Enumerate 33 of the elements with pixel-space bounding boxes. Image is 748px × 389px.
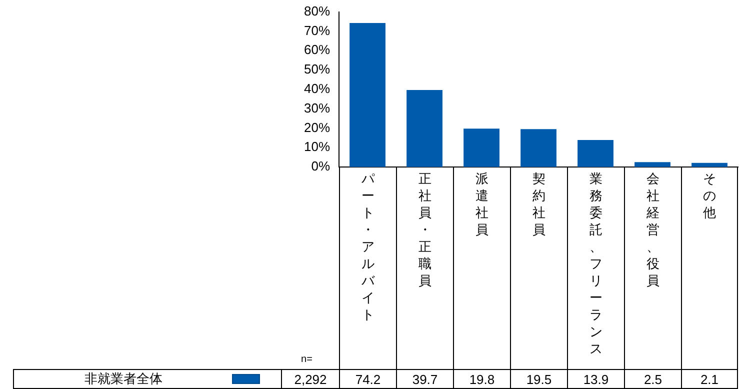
y-tick-label: 40%	[304, 80, 330, 96]
bar	[692, 162, 728, 167]
bar	[406, 90, 442, 167]
data-label: 2.1	[681, 369, 738, 389]
y-tick-label: 70%	[304, 22, 330, 38]
data-label: 74.2	[339, 369, 396, 389]
y-tick-label: 60%	[304, 42, 330, 58]
data-label: 19.5	[510, 369, 567, 389]
y-tick-label: 80%	[304, 3, 330, 18]
y-tick-label: 30%	[304, 100, 330, 116]
x-tick-label: その他	[702, 170, 716, 221]
bar	[464, 128, 500, 167]
category-label: パート・アルバイト	[362, 171, 374, 322]
bar	[350, 23, 386, 167]
text: 非就業者全体	[13, 369, 233, 389]
y-tick-label: 50%	[304, 62, 330, 77]
y-tick-label: 0%	[311, 158, 330, 174]
x-tick-label: 派遣社員	[474, 170, 489, 238]
data-label: 39.7	[396, 369, 453, 389]
x-tick-label: 正社員・正職員	[418, 170, 432, 289]
data-label: 2.5	[624, 369, 681, 389]
y-tick-label: 20%	[304, 120, 330, 135]
category-label: 業務委託、フリーランス	[589, 171, 602, 356]
x-tick-label: 会社経営、役員	[646, 170, 660, 289]
text: n=	[301, 354, 314, 367]
bar	[634, 162, 670, 167]
y-tick-label: 10%	[304, 139, 330, 154]
x-tick-label: 契約社員	[532, 170, 546, 238]
bar	[520, 129, 556, 167]
bar	[578, 140, 614, 167]
data-label: 19.8	[453, 369, 510, 389]
data-label: 13.9	[567, 369, 624, 389]
text: 2,292	[281, 369, 340, 389]
